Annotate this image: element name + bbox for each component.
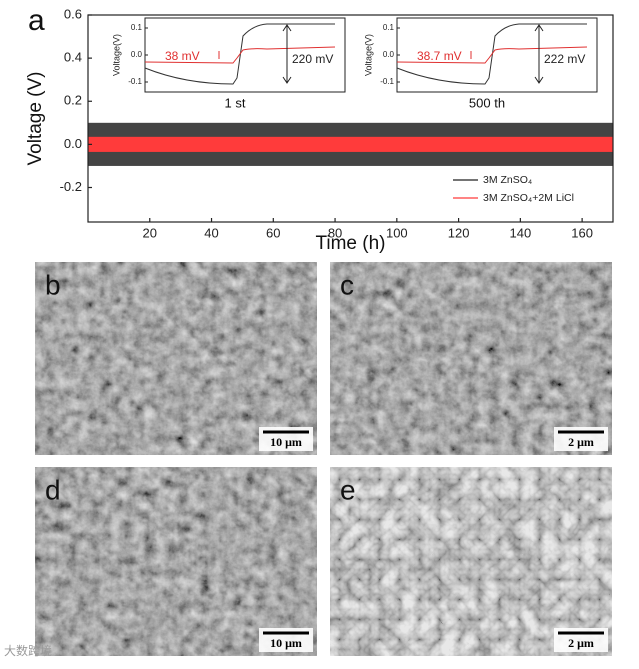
legend-label: 3M ZnSO₄+2M LiCl — [483, 192, 574, 204]
x-tick-label: 100 — [386, 225, 408, 240]
sem-image: d 10 μm — [35, 467, 317, 656]
scale-label: 2 μm — [568, 435, 594, 449]
x-tick-label: 40 — [204, 225, 218, 240]
scale-label: 2 μm — [568, 636, 594, 650]
inset-drop-label: 38 mV — [165, 49, 200, 63]
sem-image: c 2 μm — [330, 262, 612, 455]
panel-letter: a — [28, 4, 45, 37]
x-tick-label: 160 — [571, 225, 593, 240]
watermark: 大数跨境 — [4, 643, 52, 658]
panel-letter: e — [340, 474, 356, 505]
x-tick-label: 60 — [266, 225, 280, 240]
x-tick-label: 140 — [510, 225, 532, 240]
inset-tick-label: 0.1 — [383, 23, 395, 32]
inset: 0.1 0.0 -0.1 Voltage(V) 38 mV 220 mV 1 st — [111, 17, 346, 110]
inset-caption: 500 th — [469, 95, 505, 110]
inset-y-label: Voltage(V) — [363, 34, 373, 76]
panel-letter: b — [45, 269, 61, 300]
panel-letter: c — [340, 269, 354, 300]
inset-tick-label: 0.1 — [131, 23, 143, 32]
voltage-band — [88, 136, 613, 152]
sem-image: e 2 μm — [330, 467, 612, 656]
y-tick-label: 0.2 — [64, 93, 82, 108]
y-tick-label: 0.6 — [64, 6, 82, 21]
y-tick-label: 0.0 — [64, 136, 82, 151]
sem-texture — [330, 467, 612, 656]
inset-frame — [144, 17, 346, 93]
sem-texture — [35, 467, 317, 656]
inset-frame — [396, 17, 598, 93]
x-tick-label: 20 — [143, 225, 157, 240]
axes-frame — [87, 14, 614, 223]
inset-black-curve — [396, 23, 587, 85]
y-tick-label: 0.4 — [64, 50, 82, 65]
inset: 0.1 0.0 -0.1 Voltage(V) 38.7 mV 222 mV 500 th — [363, 17, 598, 110]
scale-label: 10 μm — [270, 435, 302, 449]
inset-y-label: Voltage(V) — [111, 34, 121, 76]
inset-rise-label: 220 mV — [292, 52, 333, 66]
scale-label: 10 μm — [270, 636, 302, 650]
inset-tick-label: 0.0 — [131, 50, 143, 59]
inset-black-curve — [144, 23, 335, 85]
inset-tick-label: -0.1 — [380, 77, 394, 86]
inset-drop-label: 38.7 mV — [417, 49, 462, 63]
y-tick-label: -0.2 — [60, 179, 82, 194]
x-axis-label: Time (h) — [315, 233, 385, 254]
arrow-heads — [282, 24, 292, 84]
inset-red-curve — [396, 46, 588, 64]
sem-panels: b 10 μm c 2 μm d 10 μm e 2 μm — [35, 262, 612, 656]
sem-image: b 10 μm — [35, 262, 317, 455]
inset-caption: 1 st — [225, 95, 246, 110]
panel-a: a 3M ZnSO₄ 3M ZnSO₄+2M LiCl 20 40 60 80 100 120 1… — [25, 4, 614, 254]
panel-letter: d — [45, 474, 61, 505]
x-tick-label: 120 — [448, 225, 470, 240]
inset-tick-label: 0.0 — [383, 50, 395, 59]
sem-texture — [35, 262, 317, 455]
sem-texture — [330, 262, 612, 455]
inset-rise-label: 222 mV — [544, 52, 585, 66]
y-axis-label: Voltage (V) — [25, 72, 46, 166]
legend-label: 3M ZnSO₄ — [483, 174, 532, 186]
inset-tick-label: -0.1 — [128, 77, 142, 86]
inset-red-curve — [144, 46, 336, 64]
x-tick-label: 80 — [328, 225, 342, 240]
arrow-heads — [534, 24, 544, 84]
